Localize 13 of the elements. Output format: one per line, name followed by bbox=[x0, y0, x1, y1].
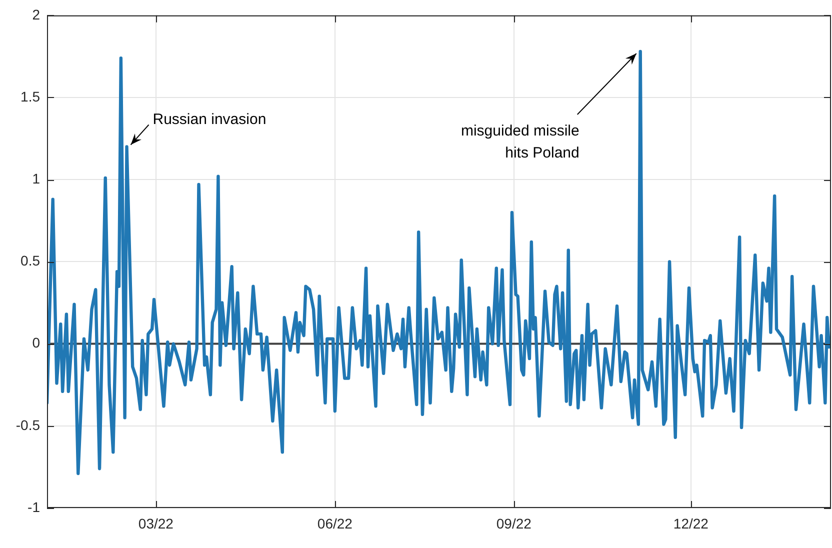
y-tick-label: 1.5 bbox=[20, 88, 40, 104]
x-tick-label: 03/22 bbox=[138, 515, 174, 532]
y-tick-label: 1 bbox=[32, 170, 40, 186]
y-tick-label: -0.5 bbox=[16, 416, 40, 433]
y-tick-label: 2 bbox=[32, 6, 40, 22]
y-tick-label: 0 bbox=[32, 334, 40, 351]
y-tick-label: -1 bbox=[28, 498, 40, 515]
y-tick-label: 0.5 bbox=[20, 252, 40, 269]
x-tick-label: 06/22 bbox=[317, 515, 353, 532]
x-tick-label: 09/22 bbox=[496, 515, 532, 532]
x-tick-label: 12/22 bbox=[673, 515, 709, 532]
annotation: misguided missile hits Poland bbox=[460, 122, 580, 162]
annotation: Russian invasion bbox=[152, 110, 266, 128]
